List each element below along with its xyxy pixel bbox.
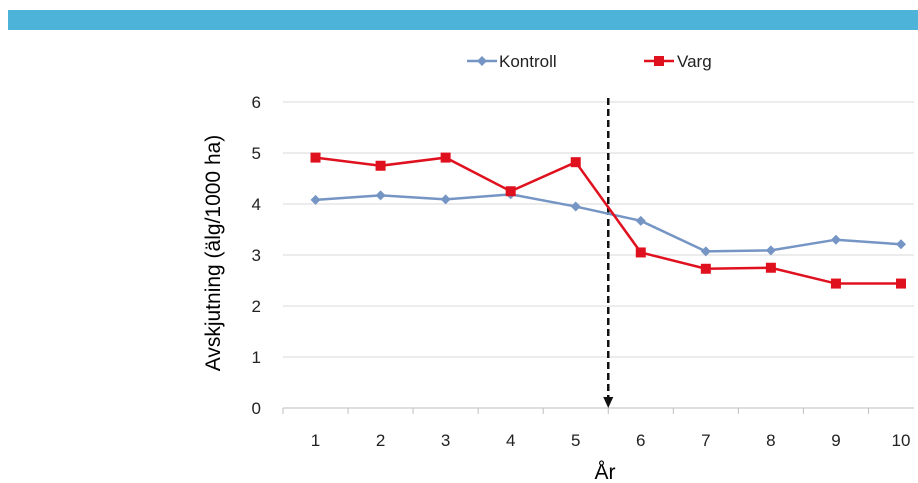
- x-axis-title: År: [595, 461, 616, 483]
- data-point-varg-9: [830, 278, 841, 289]
- x-tick-label-1: 1: [311, 431, 320, 450]
- header-bar: [8, 10, 918, 30]
- data-point-kontroll-9: [830, 234, 841, 245]
- x-tick-label-7: 7: [701, 431, 710, 450]
- data-point-varg-6: [635, 247, 646, 258]
- y-tick-label-3: 3: [252, 246, 261, 265]
- tick-labels: 0 1 2 3 4 5 6 1 2 3 4 5 6 7 8 9 10: [252, 93, 911, 450]
- data-point-kontroll-3: [440, 194, 451, 205]
- legend-marker-kontroll: [477, 56, 487, 66]
- data-point-kontroll-7: [700, 246, 711, 257]
- data-point-varg-3: [440, 152, 451, 163]
- data-point-varg-10: [895, 278, 906, 289]
- data-point-varg-5: [570, 157, 581, 168]
- y-tick-label-2: 2: [252, 297, 261, 316]
- data-point-kontroll-5: [570, 201, 581, 212]
- data-point-varg-1: [310, 152, 321, 163]
- series-line-varg: [315, 156, 901, 285]
- x-tick-label-4: 4: [506, 431, 515, 450]
- x-tick-label-2: 2: [376, 431, 385, 450]
- legend-marker-varg: [654, 56, 664, 66]
- legend-label-varg: Varg: [677, 52, 712, 71]
- series-kontroll: [310, 189, 906, 257]
- grid-lines: [283, 101, 914, 358]
- series-line-kontroll: [315, 193, 902, 253]
- data-point-varg-8: [765, 262, 776, 273]
- x-tick-label-10: 10: [892, 431, 911, 450]
- data-point-varg-2: [375, 160, 386, 171]
- x-tick-label-8: 8: [766, 431, 775, 450]
- legend-item-kontroll: Kontroll: [467, 52, 557, 71]
- y-tick-label-6: 6: [252, 93, 261, 112]
- series-varg: [310, 152, 906, 289]
- data-point-kontroll-6: [635, 215, 646, 226]
- legend-label-kontroll: Kontroll: [499, 52, 557, 71]
- x-tick-label-6: 6: [636, 431, 645, 450]
- x-tick-label-9: 9: [831, 431, 840, 450]
- data-point-kontroll-2: [375, 190, 386, 201]
- y-axis-title: Avskjutning (älg/1000 ha): [202, 135, 225, 372]
- legend: Kontroll Varg: [467, 52, 712, 71]
- data-point-kontroll-10: [895, 239, 906, 250]
- legend-item-varg: Varg: [644, 52, 712, 71]
- y-tick-label-5: 5: [252, 144, 261, 163]
- x-tick-label-3: 3: [441, 431, 450, 450]
- x-tick-label-5: 5: [571, 431, 580, 450]
- axes: [282, 407, 914, 414]
- data-point-varg-7: [700, 263, 711, 274]
- y-tick-label-1: 1: [252, 348, 261, 367]
- data-series: [310, 152, 906, 289]
- data-point-kontroll-1: [310, 194, 321, 205]
- data-point-varg-4: [505, 186, 516, 197]
- intervention-marker: [603, 98, 614, 408]
- y-tick-label-0: 0: [252, 399, 261, 418]
- data-point-kontroll-8: [765, 245, 776, 256]
- intervention-arrowhead: [603, 397, 614, 408]
- y-tick-label-4: 4: [252, 195, 261, 214]
